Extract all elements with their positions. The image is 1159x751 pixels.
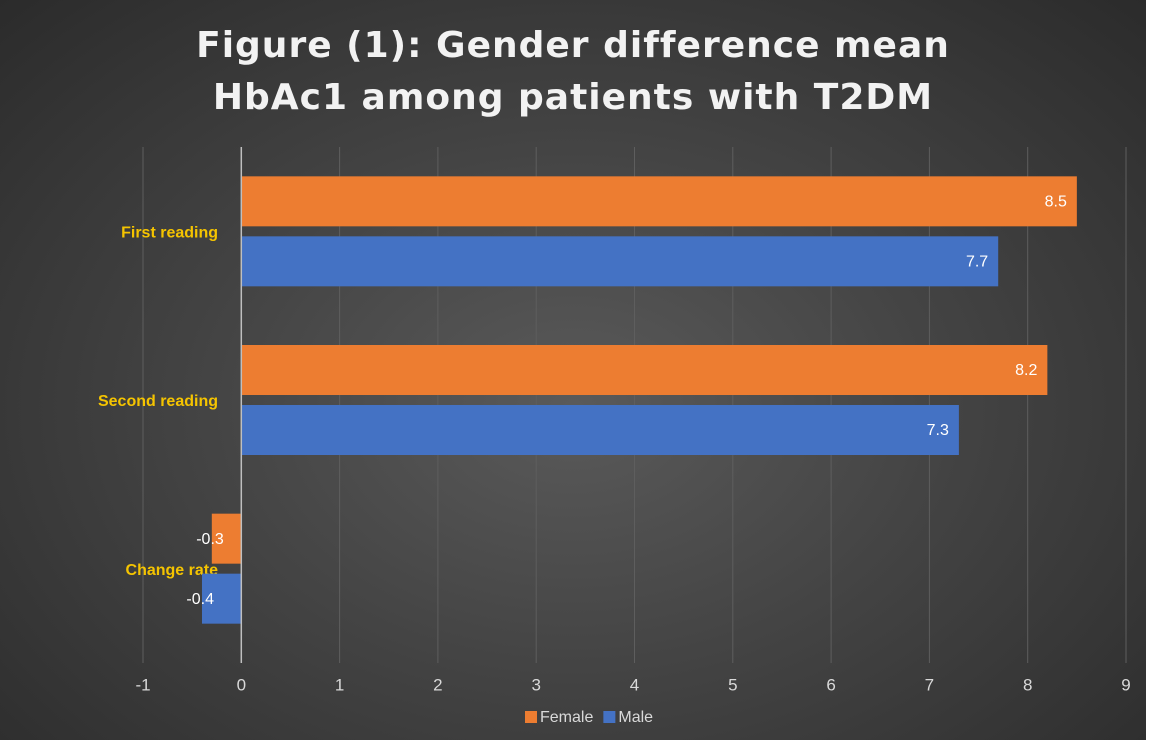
data-label: 8.5 (1045, 194, 1067, 211)
legend-swatch (525, 711, 537, 723)
bar (241, 236, 999, 287)
x-tick-label: 5 (728, 675, 737, 694)
x-tick-label: 7 (925, 675, 934, 694)
data-label: -0.3 (196, 531, 224, 548)
data-label: 7.3 (927, 422, 949, 439)
chart-background: Figure (1): Gender difference mean HbAc1… (0, 0, 1146, 740)
data-label: 7.7 (966, 254, 988, 271)
x-tick-label: 8 (1023, 675, 1032, 694)
x-tick-label: 4 (630, 675, 639, 694)
data-label: -0.4 (186, 591, 214, 608)
legend-label: Male (618, 709, 653, 726)
bar (241, 176, 1077, 227)
data-label: 8.2 (1015, 362, 1037, 379)
legend-label: Female (540, 709, 593, 726)
x-tick-label: 6 (826, 675, 835, 694)
x-tick-label: 3 (531, 675, 540, 694)
x-tick-label: 1 (335, 675, 344, 694)
bar (201, 573, 242, 624)
legend-swatch (603, 711, 616, 723)
x-tick-label: 9 (1121, 675, 1130, 694)
bar (211, 513, 242, 564)
category-label: Change rate (126, 562, 219, 579)
category-label: First reading (121, 225, 218, 242)
bar (241, 345, 1048, 395)
chart-title: Figure (1): Gender difference mean HbAc1… (196, 25, 950, 118)
x-tick-label: 0 (237, 675, 246, 694)
x-tick-label: 2 (433, 675, 442, 694)
category-label: Second reading (98, 393, 218, 410)
x-tick-label: -1 (135, 675, 150, 694)
chart: -1 0 1 2 3 4 5 6 7 8 9 First reading 8.5 7.7 Second re… (98, 147, 1131, 726)
bar (241, 405, 959, 455)
